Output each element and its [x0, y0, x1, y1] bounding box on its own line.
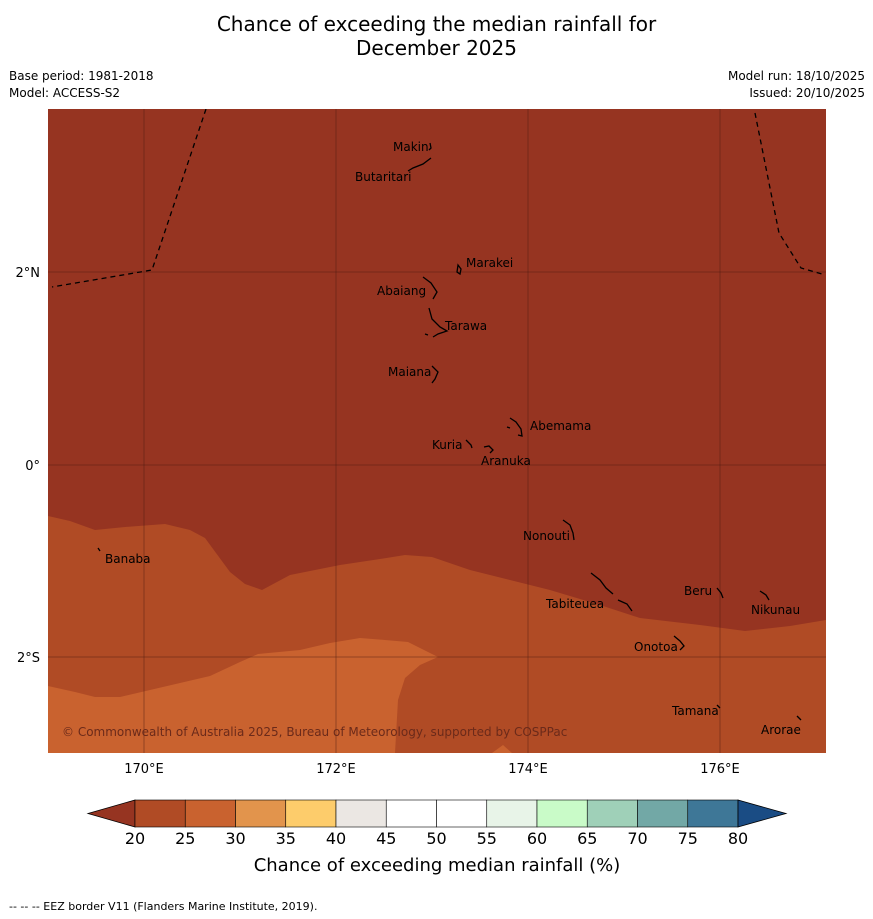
- graticule: [48, 109, 826, 753]
- island-kuria: [465, 439, 473, 449]
- colorbar-swatch: [687, 799, 739, 828]
- colorbar-swatch: [235, 799, 287, 828]
- colorbar-swatch: [335, 799, 387, 828]
- label-aranuka: Aranuka: [481, 454, 531, 468]
- latitude-labels: 2°N 0° 2°S: [16, 266, 41, 666]
- label-marakei: Marakei: [466, 256, 513, 270]
- island-arorae: [796, 715, 802, 721]
- label-maiana: Maiana: [388, 365, 431, 379]
- map-figure: Makin Butaritari Marakei Abaiang Tarawa …: [16, 109, 826, 876]
- zone-25-30-sliver: [492, 745, 512, 753]
- colorbar-extend-low: [86, 799, 136, 828]
- island-nikunau: [759, 590, 770, 601]
- colorbar-swatch: [586, 799, 638, 828]
- lat-label-2n: 2°N: [16, 266, 41, 281]
- island-tarawa-west: [424, 333, 429, 336]
- label-tarawa: Tarawa: [444, 319, 487, 333]
- colorbar-tick-label: 40: [326, 829, 346, 848]
- copyright-notice: © Commonwealth of Australia 2025, Bureau…: [62, 725, 567, 739]
- colorbar-tick-label: 35: [276, 829, 296, 848]
- title-line-1: Chance of exceeding the median rainfall …: [216, 12, 657, 36]
- island-tabiteuea-s: [617, 599, 633, 612]
- label-nikunau: Nikunau: [751, 603, 800, 617]
- colorbar-swatch: [184, 799, 236, 828]
- eez-border-west: [51, 109, 207, 288]
- colorbar-tick-label: 60: [527, 829, 547, 848]
- colorbar-swatch: [134, 799, 186, 828]
- island-tarawa: [428, 307, 449, 338]
- colorbar-tick-label: 30: [225, 829, 245, 848]
- island-outlines: [97, 142, 802, 721]
- island-banaba: [97, 547, 101, 552]
- label-nonouti: Nonouti: [523, 529, 570, 543]
- colorbar: 20 25 30 35 40 45 50 55 60 65 70 75 80: [86, 799, 788, 848]
- colorbar-swatch: [637, 799, 689, 828]
- base-period: Base period: 1981-2018: [9, 69, 154, 83]
- island-abemama-w: [506, 426, 511, 429]
- eez-borders: [51, 109, 823, 288]
- issued-date: Issued: 20/10/2025: [749, 86, 865, 100]
- label-onotoa: Onotoa: [634, 640, 678, 654]
- colorbar-tick-label: 45: [376, 829, 396, 848]
- lat-label-2s: 2°S: [17, 651, 40, 666]
- label-tamana: Tamana: [671, 704, 719, 718]
- label-abemama: Abemama: [530, 419, 591, 433]
- colorbar-tick-label: 70: [627, 829, 647, 848]
- island-beru: [716, 587, 724, 599]
- island-butaritari: [407, 157, 432, 172]
- lon-label-170e: 170°E: [124, 762, 164, 777]
- colorbar-swatch: [436, 799, 488, 828]
- longitude-labels: 170°E 172°E 174°E 176°E: [124, 762, 740, 777]
- label-kuria: Kuria: [432, 438, 463, 452]
- lon-label-174e: 174°E: [508, 762, 548, 777]
- island-marakei: [456, 263, 462, 276]
- model-run-date: Model run: 18/10/2025: [727, 69, 865, 83]
- island-abaiang: [422, 276, 438, 300]
- colorbar-extend-high: [737, 799, 788, 828]
- colorbar-swatch: [486, 799, 538, 828]
- label-tabiteuea: Tabiteuea: [545, 597, 604, 611]
- place-labels: Makin Butaritari Marakei Abaiang Tarawa …: [105, 140, 801, 737]
- island-tabiteuea-n: [590, 572, 614, 595]
- zone-25-30: [48, 638, 438, 753]
- lat-label-0: 0°: [25, 459, 40, 474]
- model-name: Model: ACCESS-S2: [9, 86, 121, 100]
- meta-left: Base period: 1981-2018 Model: ACCESS-S2: [9, 68, 154, 102]
- colorbar-tick-label: 50: [426, 829, 446, 848]
- island-nonouti: [562, 519, 575, 541]
- label-makin: Makin: [393, 140, 429, 154]
- island-tamana: [716, 704, 721, 709]
- meta-right: Model run: 18/10/2025 Issued: 20/10/2025: [728, 68, 865, 102]
- label-beru: Beru: [684, 584, 712, 598]
- colorbar-tick-label: 75: [678, 829, 698, 848]
- eez-border-east: [754, 112, 823, 275]
- colorbar-title: Chance of exceeding median rainfall (%): [254, 855, 621, 876]
- map-panel: Makin Butaritari Marakei Abaiang Tarawa …: [48, 109, 826, 753]
- colorbar-swatch: [536, 799, 588, 828]
- lon-label-172e: 172°E: [316, 762, 356, 777]
- label-butaritari: Butaritari: [355, 170, 412, 184]
- title-line-2: December 2025: [356, 36, 517, 60]
- label-abaiang: Abaiang: [377, 284, 426, 298]
- colorbar-swatch: [285, 799, 337, 828]
- colorbar-swatch: [385, 799, 437, 828]
- colorbar-tick-label: 20: [125, 829, 145, 848]
- colorbar-tick-label: 65: [577, 829, 597, 848]
- colorbar-tick-label: 25: [175, 829, 195, 848]
- island-onotoa: [673, 635, 685, 651]
- colorbar-tick-label: 80: [728, 829, 748, 848]
- lon-label-176e: 176°E: [700, 762, 740, 777]
- label-banaba: Banaba: [105, 552, 151, 566]
- label-arorae: Arorae: [761, 723, 801, 737]
- eez-footnote: -- -- -- EEZ border V11 (Flanders Marine…: [9, 900, 318, 913]
- colorbar-tick-label: 55: [477, 829, 497, 848]
- island-abemama: [509, 417, 523, 437]
- island-makin: [428, 142, 432, 151]
- chart-title: Chance of exceeding the median rainfall …: [0, 12, 873, 60]
- island-maiana: [431, 365, 439, 384]
- island-aranuka: [483, 445, 494, 454]
